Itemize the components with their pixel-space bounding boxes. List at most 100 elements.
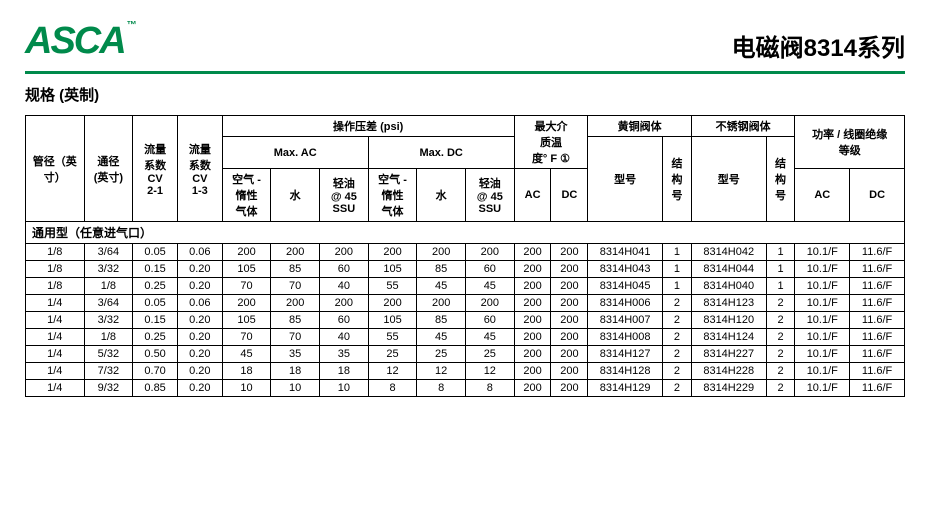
cell-d1: 105 (368, 312, 417, 329)
cell-a3: 200 (319, 244, 368, 261)
cell-tdc: 200 (551, 312, 588, 329)
th-power-group: 功率 / 线圈绝缘 等级 (795, 116, 905, 169)
cell-cv13: 0.20 (177, 346, 222, 363)
cell-pipe: 1/4 (26, 380, 85, 397)
cell-sm: 8314H123 (691, 295, 766, 312)
cell-pdc: 11.6/F (850, 244, 905, 261)
spec-table: 管径（英寸） 通径 (英寸) 流量 系数 CV 2-1 流量 系数 CV 1-3… (25, 115, 905, 397)
th-dc-air: 空气 - 惰性 气体 (368, 169, 417, 222)
cell-bm: 8314H043 (588, 261, 663, 278)
cell-sm: 8314H124 (691, 329, 766, 346)
th-pow-dc: DC (850, 169, 905, 222)
cell-bs: 2 (663, 380, 692, 397)
cell-ss: 2 (766, 329, 795, 346)
table-row: 1/43/320.150.20105856010585602002008314H… (26, 312, 905, 329)
cell-pipe: 1/4 (26, 329, 85, 346)
th-cv13: 流量 系数 CV 1-3 (177, 116, 222, 222)
cell-d3: 45 (465, 329, 514, 346)
cell-tac: 200 (514, 261, 551, 278)
cell-d3: 25 (465, 346, 514, 363)
cell-pac: 10.1/F (795, 363, 850, 380)
cell-d1: 200 (368, 244, 417, 261)
cell-d2: 45 (417, 278, 466, 295)
cell-ss: 2 (766, 312, 795, 329)
cell-pdc: 11.6/F (850, 346, 905, 363)
th-temp-dc: DC (551, 169, 588, 222)
cell-d2: 45 (417, 329, 466, 346)
cell-ss: 1 (766, 244, 795, 261)
cell-tdc: 200 (551, 363, 588, 380)
table-row: 1/49/320.850.201010108882002008314H12928… (26, 380, 905, 397)
cell-d1: 12 (368, 363, 417, 380)
cell-tdc: 200 (551, 278, 588, 295)
table-row: 1/47/320.700.201818181212122002008314H12… (26, 363, 905, 380)
cell-d1: 55 (368, 329, 417, 346)
cell-bore: 1/8 (84, 329, 133, 346)
cell-bs: 2 (663, 329, 692, 346)
cell-sm: 8314H042 (691, 244, 766, 261)
cell-pac: 10.1/F (795, 295, 850, 312)
cell-a2: 85 (271, 261, 320, 278)
cell-sm: 8314H229 (691, 380, 766, 397)
cell-d2: 200 (417, 295, 466, 312)
brand-text: ASCA (25, 20, 125, 62)
cell-bm: 8314H128 (588, 363, 663, 380)
th-bore: 通径 (英寸) (84, 116, 133, 222)
cell-tac: 200 (514, 363, 551, 380)
cell-d1: 25 (368, 346, 417, 363)
cell-cv21: 0.05 (133, 295, 178, 312)
cell-tdc: 200 (551, 329, 588, 346)
cell-pac: 10.1/F (795, 261, 850, 278)
cell-pdc: 11.6/F (850, 363, 905, 380)
cell-pipe: 1/8 (26, 244, 85, 261)
cell-bm: 8314H129 (588, 380, 663, 397)
table-body: 通用型（任意进气口） 1/83/640.050.0620020020020020… (26, 222, 905, 397)
cell-bs: 2 (663, 295, 692, 312)
table-row: 1/83/320.150.20105856010585602002008314H… (26, 261, 905, 278)
cell-bs: 1 (663, 244, 692, 261)
cell-tac: 200 (514, 329, 551, 346)
cell-bore: 1/8 (84, 278, 133, 295)
brand-logo: ASCA™ (25, 20, 135, 63)
cell-cv21: 0.25 (133, 329, 178, 346)
table-row: 1/83/640.050.062002002002002002002002008… (26, 244, 905, 261)
page-title: 电磁阀8314系列 (732, 28, 905, 63)
th-temp-group: 最大介 质温 度° F ① (514, 116, 588, 169)
cell-bs: 1 (663, 261, 692, 278)
cell-pac: 10.1/F (795, 244, 850, 261)
table-row: 1/45/320.500.204535352525252002008314H12… (26, 346, 905, 363)
cell-pdc: 11.6/F (850, 278, 905, 295)
cell-d1: 200 (368, 295, 417, 312)
cell-d1: 8 (368, 380, 417, 397)
cell-pac: 10.1/F (795, 346, 850, 363)
cell-pac: 10.1/F (795, 380, 850, 397)
cell-a3: 60 (319, 312, 368, 329)
th-ac-water: 水 (271, 169, 320, 222)
cell-a1: 200 (222, 295, 271, 312)
cell-ss: 2 (766, 380, 795, 397)
cell-a1: 70 (222, 329, 271, 346)
cell-tdc: 200 (551, 380, 588, 397)
cell-pdc: 11.6/F (850, 329, 905, 346)
subtitle: 规格 (英制) (25, 84, 905, 105)
cell-d2: 200 (417, 244, 466, 261)
cell-tdc: 200 (551, 346, 588, 363)
cell-cv21: 0.85 (133, 380, 178, 397)
cell-sm: 8314H227 (691, 346, 766, 363)
cell-d2: 8 (417, 380, 466, 397)
cell-bm: 8314H127 (588, 346, 663, 363)
cell-a2: 70 (271, 329, 320, 346)
cell-sm: 8314H228 (691, 363, 766, 380)
th-pipe: 管径（英寸） (26, 116, 85, 222)
table-row: 1/81/80.250.207070405545452002008314H045… (26, 278, 905, 295)
cell-bs: 1 (663, 278, 692, 295)
th-ss: 不锈钢阀体 (691, 116, 795, 137)
cell-bore: 3/32 (84, 261, 133, 278)
cell-cv13: 0.20 (177, 329, 222, 346)
cell-cv13: 0.20 (177, 261, 222, 278)
cell-a1: 105 (222, 261, 271, 278)
th-dc-water: 水 (417, 169, 466, 222)
th-max-ac: Max. AC (222, 137, 368, 169)
cell-pipe: 1/4 (26, 363, 85, 380)
th-op-group: 操作压差 (psi) (222, 116, 514, 137)
